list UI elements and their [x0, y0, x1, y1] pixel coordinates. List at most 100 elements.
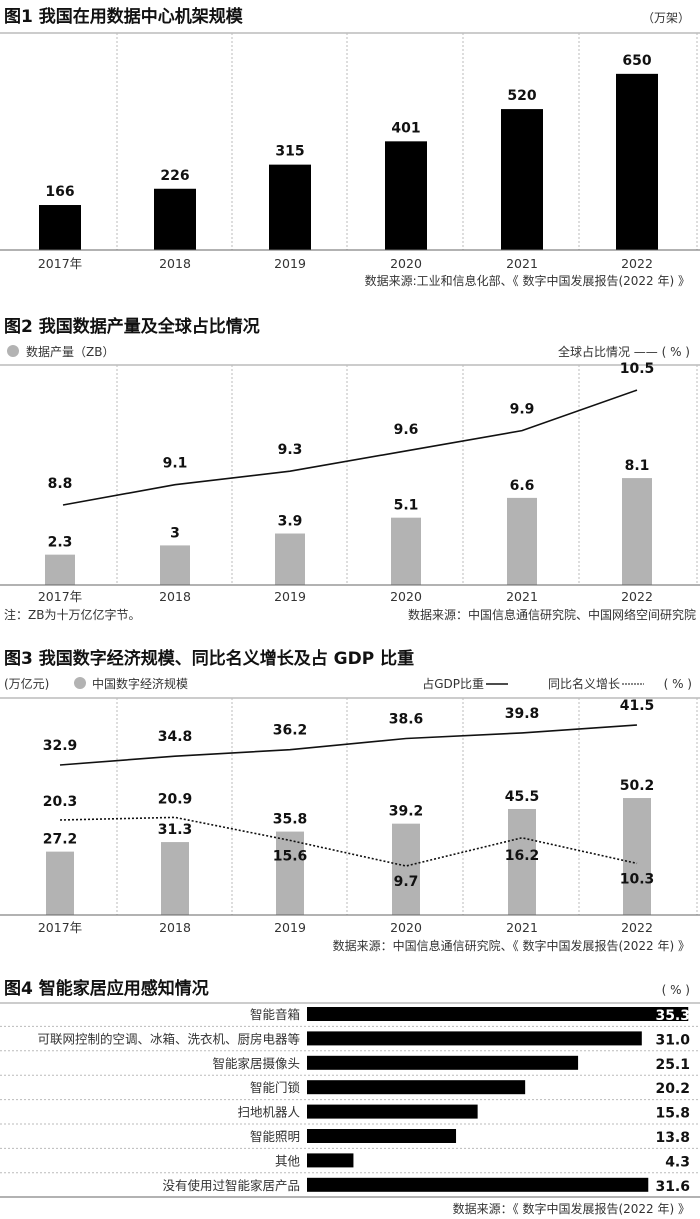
chart2-source: 数据来源：中国信息通信研究院、中国网络空间研究院 [408, 607, 696, 622]
chart3-bar-label: 50.2 [620, 778, 655, 794]
chart4-value-label: 20.2 [655, 1081, 690, 1097]
chart2-bar-label: 6.6 [510, 478, 535, 494]
chart3-gdp-label: 34.8 [158, 729, 193, 745]
chart3-bar [508, 808, 536, 915]
chart1-bar [269, 164, 311, 250]
chart3-bar [46, 851, 74, 915]
chart3-growth-label: 20.9 [158, 791, 193, 807]
chart2-x-tick: 2018 [159, 589, 191, 604]
chart3-growth-line [59, 816, 638, 867]
chart3-source: 数据来源：中国信息通信研究院、《 数字中国发展报告(2022 年) 》 [333, 938, 690, 953]
chart3-growth-label: 15.6 [273, 848, 308, 864]
chart2-bar [275, 533, 305, 585]
chart2-bar [391, 517, 421, 585]
chart4-bar [307, 1080, 526, 1095]
chart3-bar-label: 45.5 [505, 789, 540, 805]
chart4-value-label: 35.3 [655, 1008, 690, 1024]
chart3-x-tick: 2022 [621, 920, 653, 935]
chart1-title: 图1 我国在用数据中心机架规模 [4, 6, 244, 27]
chart4-title: 图4 智能家居应用感知情况 [4, 978, 209, 999]
chart1-x-tick: 2022 [621, 256, 653, 271]
legend-bar-swatch [74, 677, 86, 689]
chart2-title: 图2 我国数据产量及全球占比情况 [4, 316, 260, 337]
chart3-growth-label: 20.3 [43, 794, 78, 810]
chart3-x-tick: 2018 [159, 920, 191, 935]
chart2-line-label: 9.9 [510, 402, 535, 418]
chart1-bar-label: 166 [45, 184, 74, 200]
chart3-bar-label: 35.8 [273, 812, 308, 828]
chart3-legend-growth: 同比名义增长 [548, 676, 620, 691]
chart4-category-label: 扫地机器人 [237, 1105, 300, 1120]
chart3-gdp-label: 36.2 [273, 723, 308, 739]
chart4-value-label: 13.8 [655, 1130, 690, 1146]
chart4-bar [307, 1104, 478, 1119]
chart2-bar-label: 3.9 [278, 514, 303, 530]
chart4-source: 数据来源：《 数字中国发展报告(2022 年) 》 [453, 1201, 690, 1216]
chart4-value-label: 15.8 [655, 1106, 690, 1122]
chart1-bar [616, 73, 658, 250]
chart1-bar-label: 401 [391, 120, 420, 136]
chart2-note: 注：ZB为十万亿亿字节。 [4, 607, 140, 622]
chart3-growth-label: 16.2 [505, 848, 540, 864]
chart4-unit: ( % ) [662, 983, 690, 997]
chart2-line-label: 9.3 [278, 442, 303, 458]
chart1-bar [501, 109, 543, 250]
chart4-category-label: 其他 [275, 1153, 301, 1168]
chart3-x-tick: 2020 [390, 920, 422, 935]
chart3-x-tick: 2021 [506, 920, 538, 935]
chart4-bar [307, 1031, 642, 1046]
chart1-x-tick: 2019 [274, 256, 306, 271]
chart3-gdp-line [59, 724, 638, 766]
chart4-value-label: 31.0 [655, 1032, 690, 1048]
chart4-value-label: 4.3 [665, 1154, 690, 1170]
chart2-x-tick: 2017年 [38, 589, 82, 604]
chart4-bar [307, 1177, 649, 1192]
chart3-legend-pct: ( % ) [664, 677, 692, 691]
chart3-x-tick: 2017年 [38, 920, 82, 935]
chart1-bar-label: 315 [275, 144, 304, 160]
chart2-bar-label: 3 [170, 525, 180, 541]
chart3-bar [276, 831, 304, 915]
chart3-bar-label: 39.2 [389, 804, 424, 820]
chart2-line-label: 10.5 [620, 361, 655, 377]
chart2-x-tick: 2019 [274, 589, 306, 604]
chart2-x-tick: 2021 [506, 589, 538, 604]
chart4-value-label: 31.6 [655, 1179, 690, 1195]
chart2-legend-bar: 数据产量（ZB） [26, 344, 114, 359]
chart3-bar [392, 823, 420, 915]
chart4-category-label: 没有使用过智能家居产品 [162, 1178, 300, 1193]
chart3-bar [623, 798, 651, 915]
chart2-share-line [62, 389, 638, 506]
chart2-bar [507, 497, 537, 585]
chart1-unit: （万架） [642, 11, 690, 25]
chart3-x-tick: 2019 [274, 920, 306, 935]
chart3-growth-label: 10.3 [620, 871, 655, 887]
chart2-bar [622, 478, 652, 585]
chart1-bar-label: 650 [622, 53, 651, 69]
chart3-gdp-label: 32.9 [43, 738, 78, 754]
chart2-bar-label: 2.3 [48, 535, 73, 551]
chart4-bar [307, 1153, 354, 1168]
chart2-line-label: 8.8 [48, 476, 73, 492]
chart2-bar [160, 545, 190, 585]
chart2-x-tick: 2022 [621, 589, 653, 604]
chart2-legend-line: 全球占比情况 —— ( % ) [558, 344, 690, 359]
chart1-x-tick: 2020 [390, 256, 422, 271]
chart1-x-tick: 2021 [506, 256, 538, 271]
chart3-growth-label: 9.7 [394, 874, 419, 890]
chart3-legend-gdp: 占GDP比重 [422, 676, 484, 691]
chart4-bar [307, 1055, 579, 1070]
chart3-legend-bar: 中国数字经济规模 [92, 676, 188, 691]
chart1-bar-label: 520 [507, 88, 536, 104]
chart2-line-label: 9.6 [394, 422, 419, 438]
chart3-gdp-label: 41.5 [620, 698, 655, 714]
chart2-line-label: 9.1 [163, 456, 188, 472]
chart3-gdp-label: 38.6 [389, 711, 424, 727]
chart4-bar [307, 1129, 457, 1143]
chart4-bar [307, 1007, 689, 1021]
chart4-category-label: 可联网控制的空调、冰箱、洗衣机、厨房电器等 [37, 1031, 300, 1046]
chart2-x-tick: 2020 [390, 589, 422, 604]
chart3-unit: (万亿元) [4, 676, 49, 691]
chart4-value-label: 25.1 [655, 1057, 690, 1073]
chart4-category-label: 智能照明 [250, 1129, 300, 1144]
